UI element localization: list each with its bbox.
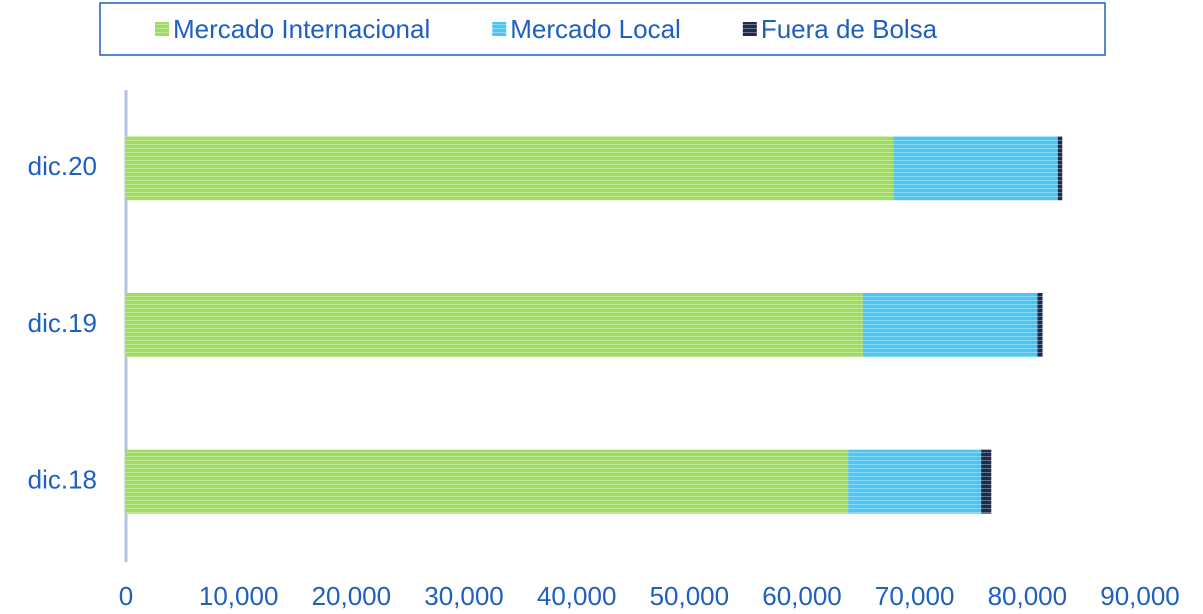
legend-marker	[742, 22, 757, 36]
x-tick-label: 80,000	[988, 581, 1068, 611]
bar-segment	[848, 449, 982, 514]
y-tick-label: dic.20	[28, 151, 97, 181]
x-tick-label: 30,000	[424, 581, 504, 611]
bar-segment	[1037, 293, 1043, 357]
bar-segment	[1057, 136, 1063, 201]
legend-marker	[155, 22, 169, 36]
legend-box	[99, 2, 1106, 56]
bar-segment	[126, 293, 863, 357]
x-tick-label: 70,000	[875, 581, 955, 611]
x-tick-label: 90,000	[1100, 581, 1180, 611]
y-tick-label: dic.18	[28, 465, 97, 495]
legend-marker	[492, 22, 507, 36]
legend-label: Fuera de Bolsa	[761, 14, 938, 44]
x-tick-label: 10,000	[199, 581, 279, 611]
x-tick-label: 40,000	[537, 581, 617, 611]
x-tick-label: 60,000	[762, 581, 842, 611]
x-tick-label: 20,000	[312, 581, 392, 611]
x-tick-label: 50,000	[650, 581, 730, 611]
legend-label: Mercado Local	[510, 14, 681, 44]
legend-label: Mercado Internacional	[173, 14, 430, 44]
bar-segment	[126, 449, 849, 514]
x-tick-label: 0	[119, 581, 133, 611]
bar-segment	[126, 136, 894, 201]
bar-segment	[981, 449, 992, 514]
bar-segment	[862, 293, 1038, 357]
bar-segment	[893, 136, 1058, 201]
y-tick-label: dic.19	[28, 308, 97, 338]
